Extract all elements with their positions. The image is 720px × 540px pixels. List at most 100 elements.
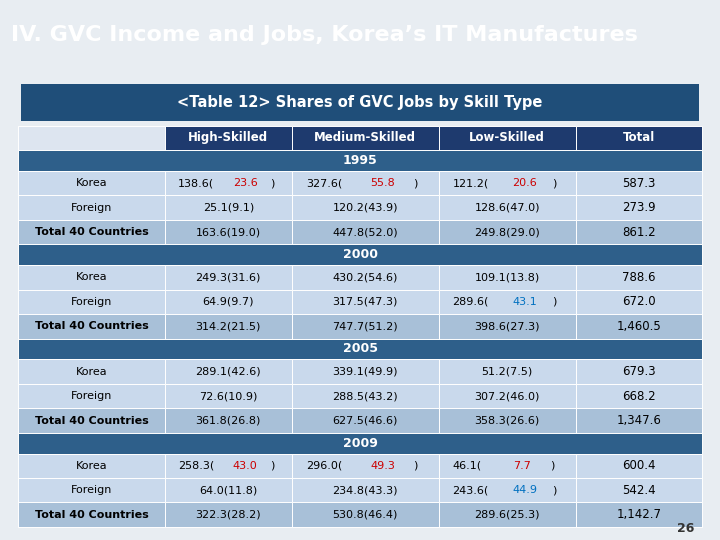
Text: 72.6(10.9): 72.6(10.9) (199, 391, 258, 401)
Text: 43.0: 43.0 (233, 461, 258, 471)
Text: 64.9(9.7): 64.9(9.7) (202, 297, 254, 307)
Text: ): ) (270, 178, 274, 188)
Text: ): ) (413, 461, 418, 471)
Text: ): ) (413, 178, 418, 188)
Bar (18, 433, 702, 454)
Text: 358.3(26.6): 358.3(26.6) (474, 415, 540, 426)
Bar (165, 384, 292, 408)
Text: 55.8: 55.8 (371, 178, 395, 188)
Text: Low-Skilled: Low-Skilled (469, 131, 545, 144)
Text: 243.6(: 243.6( (452, 485, 489, 495)
Text: 587.3: 587.3 (622, 177, 655, 190)
Text: 2005: 2005 (343, 342, 377, 355)
Text: Total 40 Countries: Total 40 Countries (35, 321, 148, 332)
Text: Foreign: Foreign (71, 485, 112, 495)
Text: 43.1: 43.1 (512, 297, 537, 307)
Text: Korea: Korea (76, 461, 107, 471)
Text: High-Skilled: High-Skilled (188, 131, 269, 144)
Text: 289.6(: 289.6( (452, 297, 489, 307)
Bar (165, 220, 292, 244)
Text: Total 40 Countries: Total 40 Countries (35, 415, 148, 426)
Text: 26: 26 (678, 522, 695, 535)
Bar (18, 408, 165, 433)
Text: ): ) (270, 461, 274, 471)
Text: 398.6(27.3): 398.6(27.3) (474, 321, 540, 332)
Bar (438, 359, 575, 384)
Bar (165, 195, 292, 220)
Bar (18, 220, 165, 244)
Text: ): ) (549, 461, 554, 471)
Bar (18, 126, 165, 150)
Text: Medium-Skilled: Medium-Skilled (314, 131, 416, 144)
Bar (438, 314, 575, 339)
Bar (165, 478, 292, 503)
Text: 120.2(43.9): 120.2(43.9) (333, 202, 398, 213)
Text: 51.2(7.5): 51.2(7.5) (482, 367, 533, 376)
Text: 273.9: 273.9 (622, 201, 656, 214)
Text: 747.7(51.2): 747.7(51.2) (333, 321, 398, 332)
Text: Total 40 Countries: Total 40 Countries (35, 510, 148, 519)
Bar (292, 384, 438, 408)
Bar (438, 126, 575, 150)
Text: 600.4: 600.4 (622, 460, 656, 472)
Bar (575, 454, 702, 478)
Bar (165, 171, 292, 195)
Text: Foreign: Foreign (71, 202, 112, 213)
Bar (18, 289, 165, 314)
Bar (18, 339, 702, 359)
Bar (292, 454, 438, 478)
Bar (165, 265, 292, 289)
Bar (165, 359, 292, 384)
Bar (165, 289, 292, 314)
Text: <Table 12> Shares of GVC Jobs by Skill Type: <Table 12> Shares of GVC Jobs by Skill T… (177, 95, 543, 110)
Bar (165, 314, 292, 339)
Text: 258.3(: 258.3( (178, 461, 214, 471)
Text: 296.0(: 296.0( (306, 461, 343, 471)
Text: 23.6: 23.6 (233, 178, 258, 188)
Text: Total: Total (623, 131, 655, 144)
Text: ): ) (552, 485, 557, 495)
Bar (18, 171, 165, 195)
Bar (575, 503, 702, 527)
Text: 64.0(11.8): 64.0(11.8) (199, 485, 257, 495)
Bar (575, 384, 702, 408)
Text: 46.1(: 46.1( (452, 461, 482, 471)
Bar (165, 503, 292, 527)
Bar (575, 220, 702, 244)
Text: 542.4: 542.4 (622, 484, 656, 497)
Bar (438, 289, 575, 314)
Text: 289.1(42.6): 289.1(42.6) (195, 367, 261, 376)
Text: 1,347.6: 1,347.6 (616, 414, 661, 427)
Bar (18, 195, 165, 220)
Text: 121.2(: 121.2( (452, 178, 489, 188)
Bar (575, 195, 702, 220)
Text: Korea: Korea (76, 178, 107, 188)
Text: 249.8(29.0): 249.8(29.0) (474, 227, 540, 237)
Text: ): ) (552, 178, 557, 188)
Bar (575, 478, 702, 503)
Bar (438, 195, 575, 220)
Bar (438, 384, 575, 408)
Bar (575, 265, 702, 289)
Text: IV. GVC Income and Jobs, Korea’s IT Manufactures: IV. GVC Income and Jobs, Korea’s IT Manu… (11, 25, 638, 45)
Bar (18, 478, 165, 503)
Bar (18, 265, 165, 289)
Bar (165, 126, 292, 150)
Text: Korea: Korea (76, 272, 107, 282)
Bar (292, 195, 438, 220)
Bar (292, 478, 438, 503)
Text: 307.2(46.0): 307.2(46.0) (474, 391, 540, 401)
Bar (292, 503, 438, 527)
Text: 317.5(47.3): 317.5(47.3) (333, 297, 398, 307)
Text: 447.8(52.0): 447.8(52.0) (333, 227, 398, 237)
Text: Foreign: Foreign (71, 297, 112, 307)
Text: 668.2: 668.2 (622, 389, 656, 402)
Bar (18, 359, 165, 384)
Bar (18, 503, 165, 527)
Bar (18, 244, 702, 265)
Bar (292, 408, 438, 433)
Bar (575, 314, 702, 339)
Text: 327.6(: 327.6( (306, 178, 343, 188)
Bar (438, 220, 575, 244)
Text: 1,460.5: 1,460.5 (616, 320, 661, 333)
